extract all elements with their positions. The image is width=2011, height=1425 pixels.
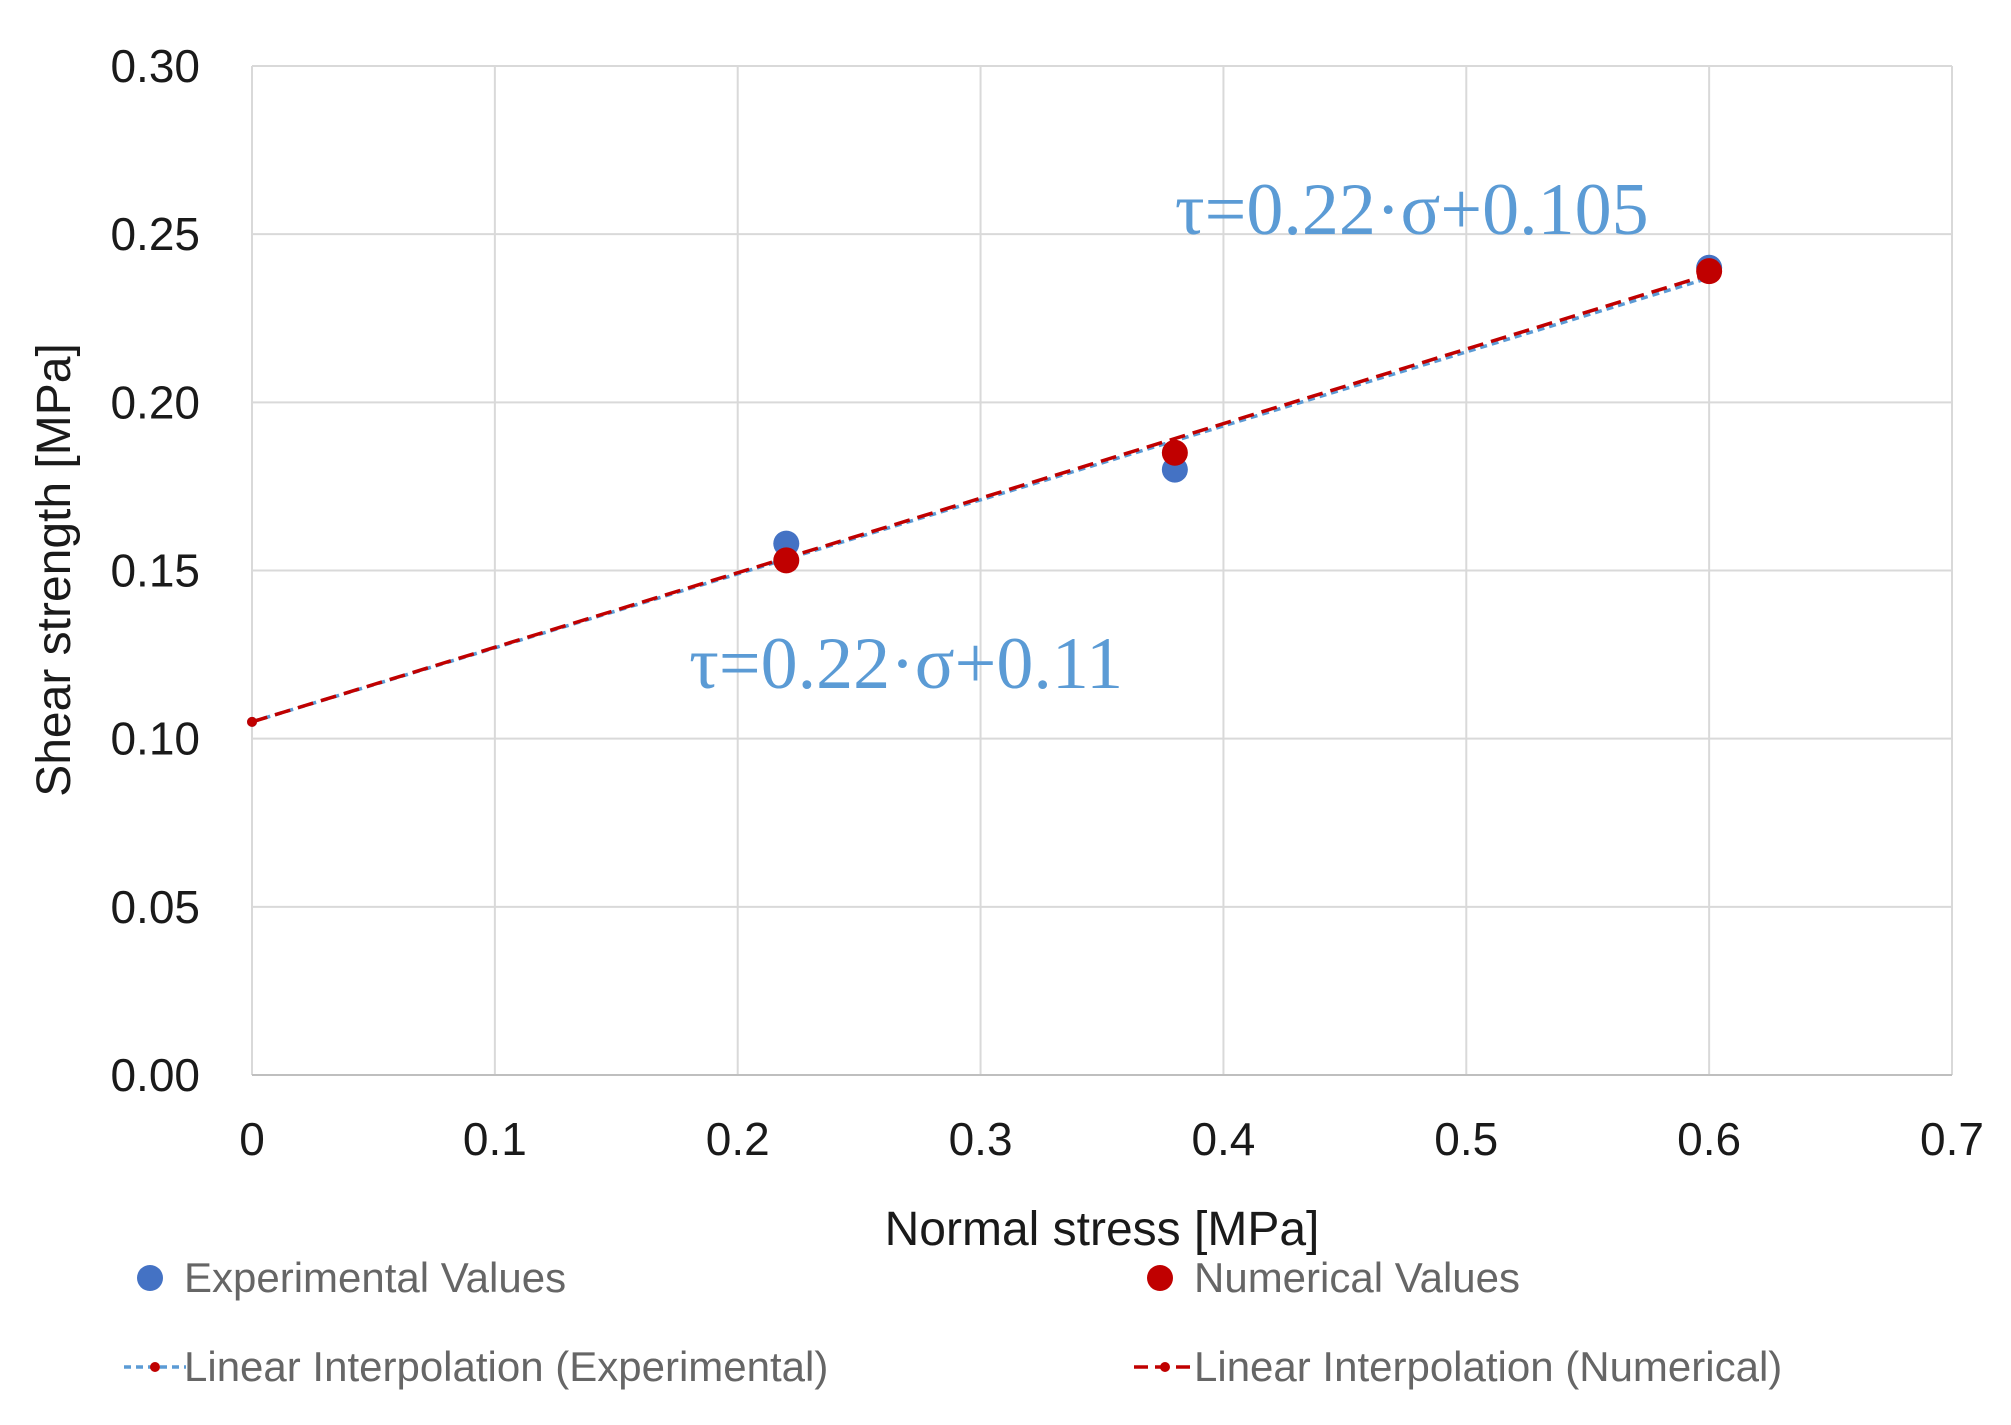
tick-labels: 0 0.1 0.2 0.3 0.4 0.5 0.6 0.7 0.00 0.05 0.10 0.15 0.… xyxy=(110,40,1984,1165)
numerical-point xyxy=(1161,439,1188,466)
interpolation-lines xyxy=(247,272,1710,727)
y-tick-label: 0.30 xyxy=(110,40,200,92)
y-tick-label: 0.25 xyxy=(110,208,200,260)
y-tick-label: 0.10 xyxy=(110,713,200,765)
y-tick-label: 0.05 xyxy=(110,881,200,933)
equation-label: τ=0.22·σ+0.105 xyxy=(1175,169,1649,251)
legend: Experimental Values Numerical Values Linea… xyxy=(124,1254,1782,1390)
legend-label: Linear Interpolation (Numerical) xyxy=(1194,1343,1782,1390)
x-tick-label: 0.4 xyxy=(1191,1113,1255,1165)
legend-label: Numerical Values xyxy=(1194,1254,1520,1301)
x-tick-label: 0.7 xyxy=(1920,1113,1984,1165)
legend-marker-experimental xyxy=(137,1265,163,1291)
numerical-interpolation-line xyxy=(251,272,1710,724)
x-tick-label: 0.2 xyxy=(706,1113,770,1165)
numerical-point xyxy=(1696,258,1723,285)
data-points xyxy=(773,254,1723,574)
numerical-point xyxy=(773,547,800,574)
grid xyxy=(251,65,1953,1076)
x-axis-title: Normal stress [MPa] xyxy=(885,1203,1320,1256)
x-tick-label: 0.1 xyxy=(463,1113,527,1165)
y-tick-label: 0.15 xyxy=(110,545,200,597)
x-tick-label: 0.3 xyxy=(949,1113,1013,1165)
legend-marker-numerical xyxy=(1147,1265,1173,1291)
line-endpoint-marker xyxy=(247,716,257,727)
equation-label: τ=0.22·σ+0.11 xyxy=(689,623,1123,705)
x-tick-label: 0.6 xyxy=(1677,1113,1741,1165)
x-tick-label: 0 xyxy=(239,1113,265,1165)
y-tick-label: 0.00 xyxy=(110,1049,200,1101)
legend-line-marker xyxy=(150,1362,160,1372)
equation-annotations: τ=0.22·σ+0.105 τ=0.22·σ+0.11 xyxy=(689,169,1648,705)
legend-line-marker xyxy=(1160,1362,1170,1372)
legend-label: Experimental Values xyxy=(184,1254,566,1301)
legend-label: Linear Interpolation (Experimental) xyxy=(184,1343,828,1390)
y-axis-title: Shear strength [MPa] xyxy=(28,343,81,797)
y-tick-label: 0.20 xyxy=(110,376,200,428)
x-tick-label: 0.5 xyxy=(1434,1113,1498,1165)
